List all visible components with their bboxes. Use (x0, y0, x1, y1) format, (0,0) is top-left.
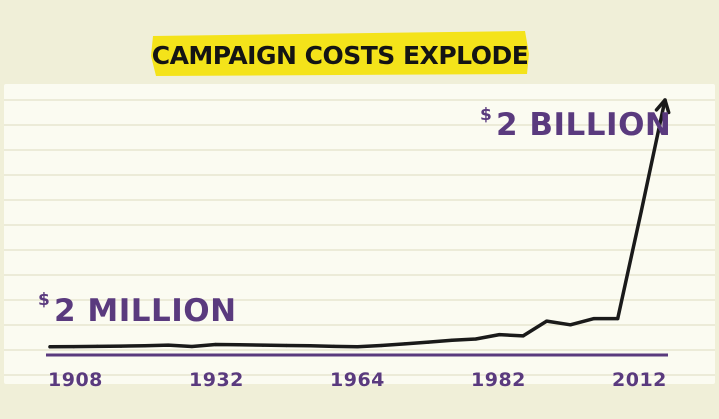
data-point (450, 338, 454, 342)
annotation-start-dollar: $ (38, 290, 50, 310)
x-tick-label: 1932 (189, 369, 244, 391)
x-tick-label: 1908 (48, 369, 103, 391)
x-tick-label: 1982 (471, 369, 526, 391)
data-point (592, 317, 596, 321)
data-point (261, 343, 265, 347)
annotation-start-label: 2 MILLION (54, 293, 237, 329)
x-tick-label: 1964 (330, 369, 385, 391)
data-point (639, 209, 643, 213)
data-point (119, 344, 123, 348)
data-point (166, 343, 170, 347)
data-point (616, 317, 620, 321)
data-point (497, 333, 501, 337)
data-point (72, 345, 76, 349)
data-point (308, 344, 312, 348)
data-point (568, 323, 573, 327)
data-point (426, 340, 431, 344)
data-point (48, 345, 52, 349)
x-tick-label: 2012 (612, 369, 667, 391)
annotation-end: $ 2 BILLION (480, 105, 671, 143)
x-axis-ticks: 1908 1932 1964 1982 2012 (48, 369, 667, 391)
paper-ruled-lines (4, 99, 715, 376)
data-points (48, 98, 667, 349)
data-point (143, 344, 147, 348)
data-point (521, 334, 525, 338)
annotation-start: $ 2 MILLION (38, 290, 237, 329)
data-point (214, 342, 218, 347)
data-point (474, 337, 478, 341)
annotation-end-dollar: $ (480, 105, 492, 125)
title-highlight (151, 31, 529, 76)
chart-title: CAMPAIGN COSTS EXPLODE (151, 31, 529, 76)
data-point (95, 344, 99, 348)
data-point (190, 344, 194, 349)
annotation-end-label: 2 BILLION (496, 107, 671, 143)
paper-panel (4, 84, 715, 384)
chart-title-text: CAMPAIGN COSTS EXPLODE (152, 41, 529, 70)
data-point (237, 343, 241, 347)
data-point (403, 342, 407, 346)
data-point (332, 344, 336, 348)
data-point (545, 319, 549, 323)
data-point (355, 345, 360, 349)
data-point (284, 343, 289, 348)
data-point (379, 343, 383, 348)
data-point (663, 98, 667, 102)
